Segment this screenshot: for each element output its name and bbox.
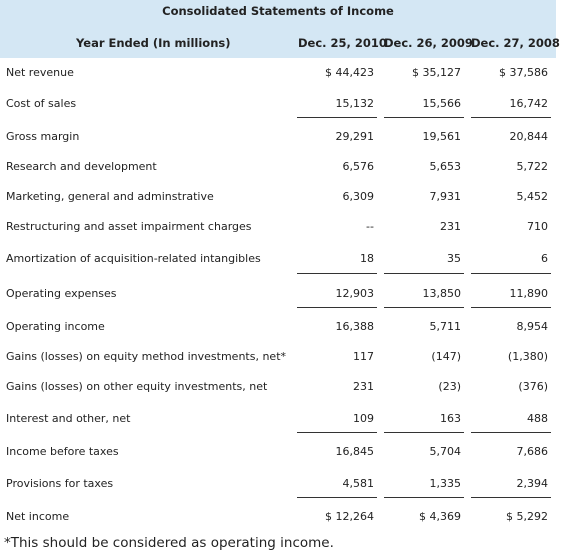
value-2009: 231 <box>440 220 461 233</box>
value-2008: 16,742 <box>509 97 549 110</box>
value-2008: 7,686 <box>516 445 549 458</box>
value-2010: 6,576 <box>342 160 375 173</box>
value-2008: 5,722 <box>516 160 549 173</box>
subtotal-rule <box>384 273 464 274</box>
row-label: Net income <box>6 510 70 523</box>
value-2010: 6,309 <box>342 190 375 203</box>
value-2010: 15,132 <box>335 97 375 110</box>
value-2008: 488 <box>527 412 548 425</box>
subtotal-rule <box>297 497 377 498</box>
row-label: Provisions for taxes <box>6 477 114 490</box>
subtotal-rule <box>384 307 464 308</box>
value-2009: 5,653 <box>429 160 462 173</box>
value-2010: $ 12,264 <box>325 510 374 523</box>
value-2009: 1,335 <box>429 477 462 490</box>
value-2008: $ 37,586 <box>499 66 548 79</box>
subtotal-rule <box>297 432 377 433</box>
value-2009: 7,931 <box>429 190 462 203</box>
value-2009: 13,850 <box>422 287 462 300</box>
row-label: Amortization of acquisition-related inta… <box>6 252 261 265</box>
value-2008: 6 <box>541 252 548 265</box>
subtotal-rule <box>297 117 377 118</box>
subtotal-rule <box>471 307 551 308</box>
row-label: Operating expenses <box>6 287 117 300</box>
row-label: Cost of sales <box>6 97 77 110</box>
value-2010: 18 <box>360 252 374 265</box>
footnote: *This should be considered as operating … <box>4 535 334 551</box>
value-2008: 20,844 <box>509 130 549 143</box>
value-2008: 8,954 <box>516 320 549 333</box>
row-label: Gains (losses) on equity method investme… <box>6 350 287 363</box>
value-2009: 5,711 <box>429 320 462 333</box>
row-label: Gains (losses) on other equity investmen… <box>6 380 268 393</box>
value-2009: $ 4,369 <box>419 510 461 523</box>
column-header-2009: Dec. 26, 2009 <box>384 36 473 50</box>
subtotal-rule <box>384 432 464 433</box>
income-statement: Consolidated Statements of Income Year E… <box>0 0 560 523</box>
value-2010: 16,845 <box>335 445 375 458</box>
subtotal-rule <box>384 497 464 498</box>
value-2009: 19,561 <box>422 130 462 143</box>
subtotal-rule <box>384 117 464 118</box>
value-2008: (1,380) <box>507 350 548 363</box>
subtotal-rule <box>297 307 377 308</box>
subtotal-rule <box>471 432 551 433</box>
row-label: Restructuring and asset impairment charg… <box>6 220 252 233</box>
value-2008: 710 <box>527 220 548 233</box>
row-label: Net revenue <box>6 66 74 79</box>
row-label: Income before taxes <box>6 445 119 458</box>
value-2009: (147) <box>431 350 461 363</box>
value-2008: $ 5,292 <box>506 510 548 523</box>
value-2010: 12,903 <box>335 287 375 300</box>
column-header-2010: Dec. 25, 2010 <box>298 36 387 50</box>
value-2008: (376) <box>518 380 548 393</box>
value-2009: (23) <box>438 380 461 393</box>
subtotal-rule <box>297 273 377 274</box>
value-2008: 2,394 <box>516 477 549 490</box>
row-label: Marketing, general and adminstrative <box>6 190 214 203</box>
row-label: Operating income <box>6 320 105 333</box>
value-2010: $ 44,423 <box>325 66 374 79</box>
value-2008: 11,890 <box>509 287 549 300</box>
row-label: Interest and other, net <box>6 412 131 425</box>
value-2010: 109 <box>353 412 374 425</box>
row-label: Gross margin <box>6 130 80 143</box>
year-label: Year Ended (In millions) <box>76 36 231 50</box>
value-2009: 35 <box>447 252 461 265</box>
column-header-2008: Dec. 27, 2008 <box>471 36 560 50</box>
value-2010: 16,388 <box>335 320 375 333</box>
value-2009: $ 35,127 <box>412 66 461 79</box>
row-label: Research and development <box>6 160 157 173</box>
subtotal-rule <box>471 117 551 118</box>
value-2009: 15,566 <box>422 97 462 110</box>
value-2009: 163 <box>440 412 461 425</box>
value-2010: 117 <box>353 350 374 363</box>
statement-header: Consolidated Statements of Income Year E… <box>0 0 560 58</box>
subtotal-rule <box>471 497 551 498</box>
statement-title: Consolidated Statements of Income <box>162 4 394 18</box>
value-2010: -- <box>366 220 374 233</box>
value-2008: 5,452 <box>516 190 549 203</box>
value-2010: 29,291 <box>335 130 375 143</box>
value-2009: 5,704 <box>429 445 462 458</box>
subtotal-rule <box>471 273 551 274</box>
value-2010: 231 <box>353 380 374 393</box>
value-2010: 4,581 <box>342 477 375 490</box>
